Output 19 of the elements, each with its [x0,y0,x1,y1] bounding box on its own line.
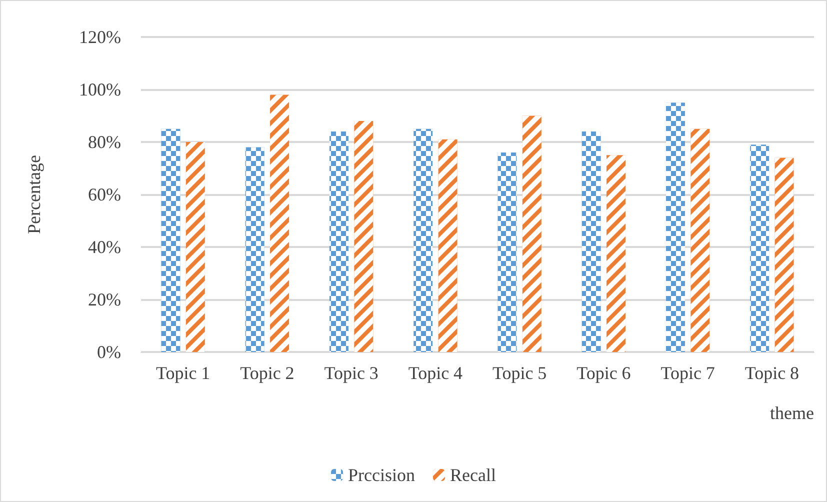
x-tick-label: Topic 8 [744,363,800,383]
y-tick-label: 120% [79,27,121,47]
x-tick-label: Topic 2 [240,363,294,383]
y-tick-label: 20% [88,290,121,310]
x-tick-label: Topic 1 [156,363,210,383]
legend-label: Prccision [348,465,416,485]
y-axis-title: Percentage [24,155,44,234]
y-tick-label: 100% [79,80,121,100]
legend-label: Recall [450,465,496,485]
y-tick-label: 60% [88,184,121,204]
y-tick-label: 40% [88,237,121,257]
y-tick-label: 0% [97,342,121,362]
x-tick-label: Topic 6 [576,363,631,383]
x-tick-label: Topic 4 [408,363,463,383]
x-tick-label: Topic 7 [660,363,715,383]
x-tick-label: Topic 5 [492,363,547,383]
x-tick-label: Topic 3 [324,363,378,383]
x-axis-title: theme [770,403,814,423]
y-tick-label: 80% [88,132,121,152]
